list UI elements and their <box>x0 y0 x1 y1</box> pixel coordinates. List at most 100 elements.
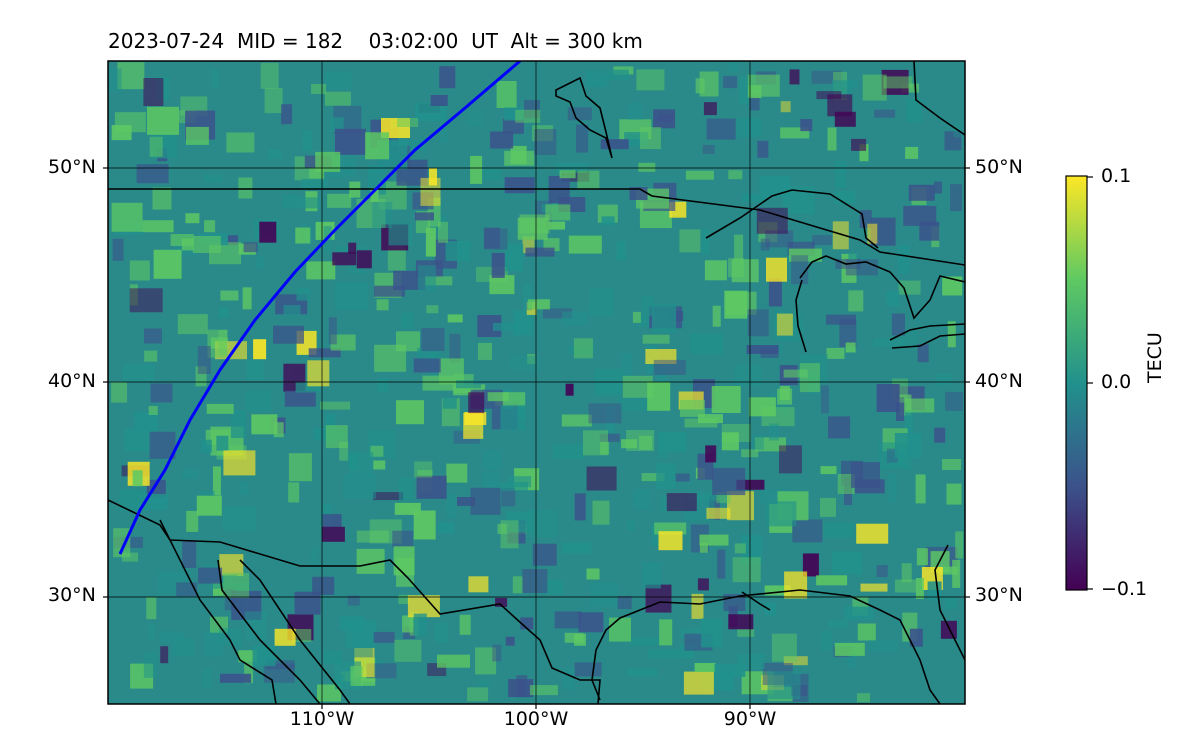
tec-cell <box>413 510 436 540</box>
tec-cell <box>401 312 414 329</box>
tec-cell <box>204 220 216 233</box>
tec-cell <box>698 414 723 424</box>
tec-cell <box>398 594 410 604</box>
tec-cell <box>350 665 363 686</box>
tec-cell <box>844 606 874 620</box>
tec-cell <box>264 88 283 114</box>
tec-cell <box>827 94 853 117</box>
tec-cell <box>349 452 374 477</box>
tec-cell <box>820 631 832 650</box>
tec-cell <box>616 241 626 261</box>
tec-cell <box>492 322 518 331</box>
tec-cell <box>413 358 441 373</box>
tec-cell <box>716 492 731 504</box>
tec-cell <box>218 307 229 319</box>
tec-cell <box>505 244 524 272</box>
tec-cell <box>500 520 519 549</box>
tec-cell <box>495 597 508 607</box>
tec-cell <box>149 136 163 157</box>
lat-label-30-right: 30°N <box>975 584 1023 606</box>
tec-cell <box>501 488 516 507</box>
lon-label-100w: 100°W <box>503 708 569 730</box>
lat-label-50-left: 50°N <box>48 156 96 178</box>
tec-cell <box>626 430 655 451</box>
tec-cell <box>192 236 221 253</box>
tec-cell <box>146 597 157 620</box>
tec-cell <box>559 170 576 179</box>
tec-cell <box>675 473 690 482</box>
tec-cell <box>172 638 195 657</box>
tec-cell <box>129 284 138 306</box>
tec-cell <box>306 261 336 280</box>
tec-cell <box>944 131 962 151</box>
tec-cell <box>788 248 822 262</box>
tec-cell <box>622 375 653 398</box>
tec-cell <box>213 582 223 596</box>
tec-cell <box>322 514 342 528</box>
tec-cell <box>747 309 769 337</box>
tec-cell <box>859 144 869 162</box>
tec-cell <box>335 128 366 155</box>
tec-cell <box>723 76 738 89</box>
tec-cell <box>897 245 910 275</box>
tec-cells <box>108 62 964 703</box>
tec-cell <box>703 102 717 116</box>
tec-cell <box>905 146 919 159</box>
tec-cell <box>421 328 445 351</box>
tec-cell <box>421 276 453 286</box>
tec-cell <box>267 149 282 160</box>
tec-cell <box>565 383 574 396</box>
tec-cell <box>639 316 658 327</box>
tec-cell <box>309 167 325 179</box>
tec-cell <box>915 578 924 599</box>
tec-cell <box>456 380 481 389</box>
tec-cell <box>478 342 492 360</box>
tec-cell <box>152 187 172 210</box>
tec-cell <box>240 482 249 495</box>
tec-cell <box>728 170 743 180</box>
tec-cell <box>799 363 820 393</box>
tec-cell <box>111 381 128 403</box>
tec-cell <box>642 562 661 589</box>
tec-cell <box>339 616 365 631</box>
tec-cell <box>736 479 765 490</box>
tec-cell <box>246 360 264 381</box>
tec-cell <box>259 221 277 243</box>
tec-cell <box>832 551 863 575</box>
tec-cell <box>727 491 754 521</box>
tec-cell <box>505 636 515 646</box>
tec-cell <box>659 619 673 646</box>
tec-cell <box>117 62 145 90</box>
tec-cell <box>894 433 921 458</box>
tec-cell <box>780 127 810 139</box>
tec-cell <box>641 473 665 482</box>
tec-cell <box>223 572 250 598</box>
tec-cell <box>826 347 845 359</box>
tec-cell <box>955 531 964 559</box>
tec-cell <box>149 431 176 459</box>
tec-cell <box>574 493 586 521</box>
tec-cell <box>489 275 515 295</box>
tec-cell <box>226 235 238 246</box>
tec-cell <box>356 250 372 269</box>
tec-cell <box>728 62 739 73</box>
tec-cell <box>621 439 638 449</box>
tec-cell <box>373 460 386 470</box>
tec-cell <box>860 583 888 592</box>
tec-cell <box>273 422 284 438</box>
tec-cell <box>896 397 905 421</box>
tec-cell <box>330 117 344 133</box>
tec-cell <box>251 414 278 435</box>
tec-cell <box>288 453 312 482</box>
tec-cell <box>288 482 300 503</box>
tec-cell <box>834 190 856 204</box>
tec-cell <box>600 139 629 150</box>
tec-cell <box>315 151 341 172</box>
tec-cell <box>324 91 351 106</box>
tec-cell <box>950 184 962 212</box>
tec-cell <box>947 321 956 348</box>
tec-cell <box>542 308 572 319</box>
tec-cell <box>705 445 717 463</box>
tec-cell <box>147 623 156 640</box>
tec-cell <box>751 434 764 450</box>
